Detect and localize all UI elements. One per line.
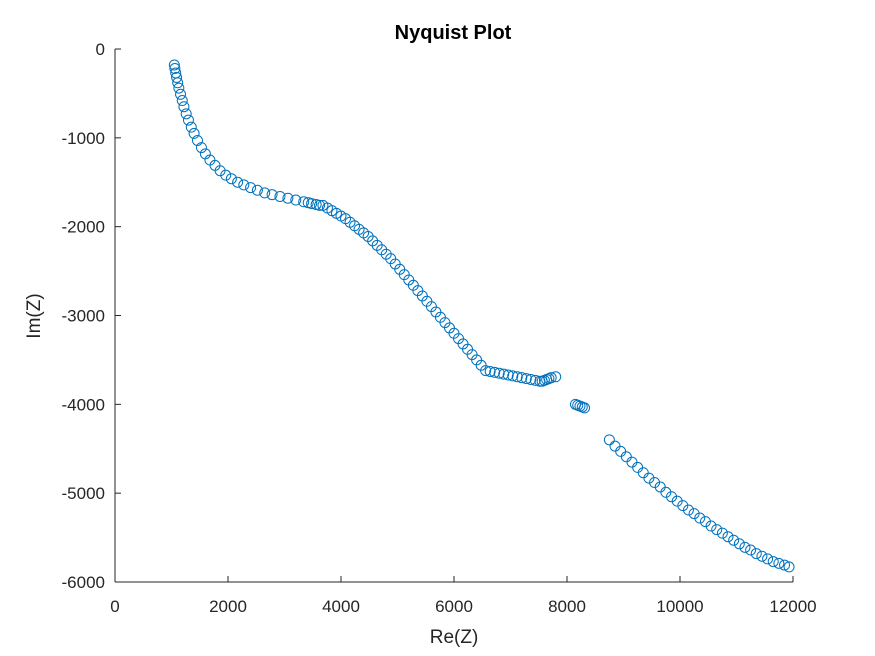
- data-point: [182, 114, 194, 126]
- data-point: [245, 182, 257, 194]
- data-point: [176, 95, 188, 107]
- x-tick-label: 0: [110, 597, 119, 616]
- y-tick-label: -3000: [62, 307, 105, 326]
- data-point: [225, 173, 237, 185]
- data-point: [480, 365, 492, 377]
- data-point: [750, 548, 762, 560]
- x-axis-ticks: 0 2000 4000 6000 8000 10000 12000: [110, 576, 817, 616]
- data-point: [728, 534, 740, 546]
- chart-title: Nyquist Plot: [395, 22, 512, 44]
- data-point: [783, 561, 795, 573]
- data-point: [173, 82, 185, 94]
- data-point: [484, 365, 496, 377]
- y-axis-ticks: 0 -1000 -2000 -3000 -4000 -5000 -6000: [62, 40, 121, 592]
- data-point: [762, 553, 774, 565]
- data-point: [314, 199, 326, 211]
- data-point: [666, 491, 678, 503]
- data-point: [178, 101, 190, 113]
- data-point: [733, 538, 745, 550]
- data-point: [511, 371, 523, 383]
- data-point: [251, 184, 263, 196]
- data-point: [756, 550, 768, 562]
- data-point: [677, 500, 689, 512]
- data-point: [649, 477, 661, 489]
- data-point: [238, 179, 250, 191]
- data-point: [688, 508, 700, 520]
- data-point: [525, 373, 537, 385]
- data-point: [191, 134, 203, 146]
- data-point: [520, 373, 532, 385]
- data-point: [259, 187, 271, 199]
- data-point: [722, 531, 734, 543]
- data-point: [298, 196, 310, 208]
- data-points: [168, 59, 795, 573]
- y-tick-label: -6000: [62, 573, 105, 592]
- data-point: [306, 198, 318, 210]
- x-tick-label: 10000: [656, 597, 703, 616]
- data-point: [493, 367, 505, 379]
- x-tick-label: 8000: [548, 597, 586, 616]
- plot-area: [115, 49, 793, 582]
- data-point: [220, 169, 232, 181]
- data-point: [188, 127, 200, 139]
- x-tick-label: 6000: [435, 597, 473, 616]
- data-point: [545, 372, 557, 384]
- data-point: [711, 524, 723, 536]
- data-point: [773, 557, 785, 569]
- data-point: [185, 121, 197, 133]
- data-point: [529, 374, 541, 386]
- data-point: [516, 372, 528, 384]
- data-point: [745, 544, 757, 556]
- data-point: [682, 504, 694, 516]
- data-point: [175, 88, 187, 100]
- data-point: [716, 527, 728, 539]
- y-axis-label: Im(Z): [24, 293, 45, 338]
- y-tick-label: -5000: [62, 484, 105, 503]
- data-point: [232, 176, 244, 188]
- data-point: [579, 402, 591, 414]
- data-point: [643, 472, 655, 484]
- y-tick-label: 0: [96, 40, 105, 59]
- data-point: [171, 71, 183, 83]
- data-point: [603, 434, 615, 446]
- data-point: [767, 556, 779, 568]
- data-point: [671, 495, 683, 507]
- data-point: [214, 165, 226, 177]
- data-point: [266, 189, 278, 201]
- data-point: [489, 366, 501, 378]
- data-point: [694, 512, 706, 524]
- y-tick-label: -1000: [62, 129, 105, 148]
- x-tick-label: 12000: [769, 597, 816, 616]
- y-tick-label: -2000: [62, 218, 105, 237]
- x-tick-label: 2000: [209, 597, 247, 616]
- data-point: [290, 194, 302, 206]
- data-point: [172, 77, 184, 89]
- data-point: [507, 370, 519, 382]
- data-point: [699, 516, 711, 528]
- data-point: [282, 192, 294, 204]
- y-tick-label: -4000: [62, 395, 105, 414]
- data-point: [660, 486, 672, 498]
- data-point: [550, 371, 562, 383]
- data-point: [498, 368, 510, 380]
- data-point: [739, 541, 751, 553]
- x-axis-label: Re(Z): [430, 627, 479, 648]
- data-point: [705, 520, 717, 532]
- x-tick-label: 4000: [322, 597, 360, 616]
- data-point: [168, 59, 180, 71]
- data-point: [779, 559, 791, 571]
- data-point: [274, 190, 286, 202]
- data-point: [195, 142, 207, 154]
- data-point: [502, 369, 514, 381]
- data-point: [169, 63, 181, 75]
- data-point: [180, 108, 192, 120]
